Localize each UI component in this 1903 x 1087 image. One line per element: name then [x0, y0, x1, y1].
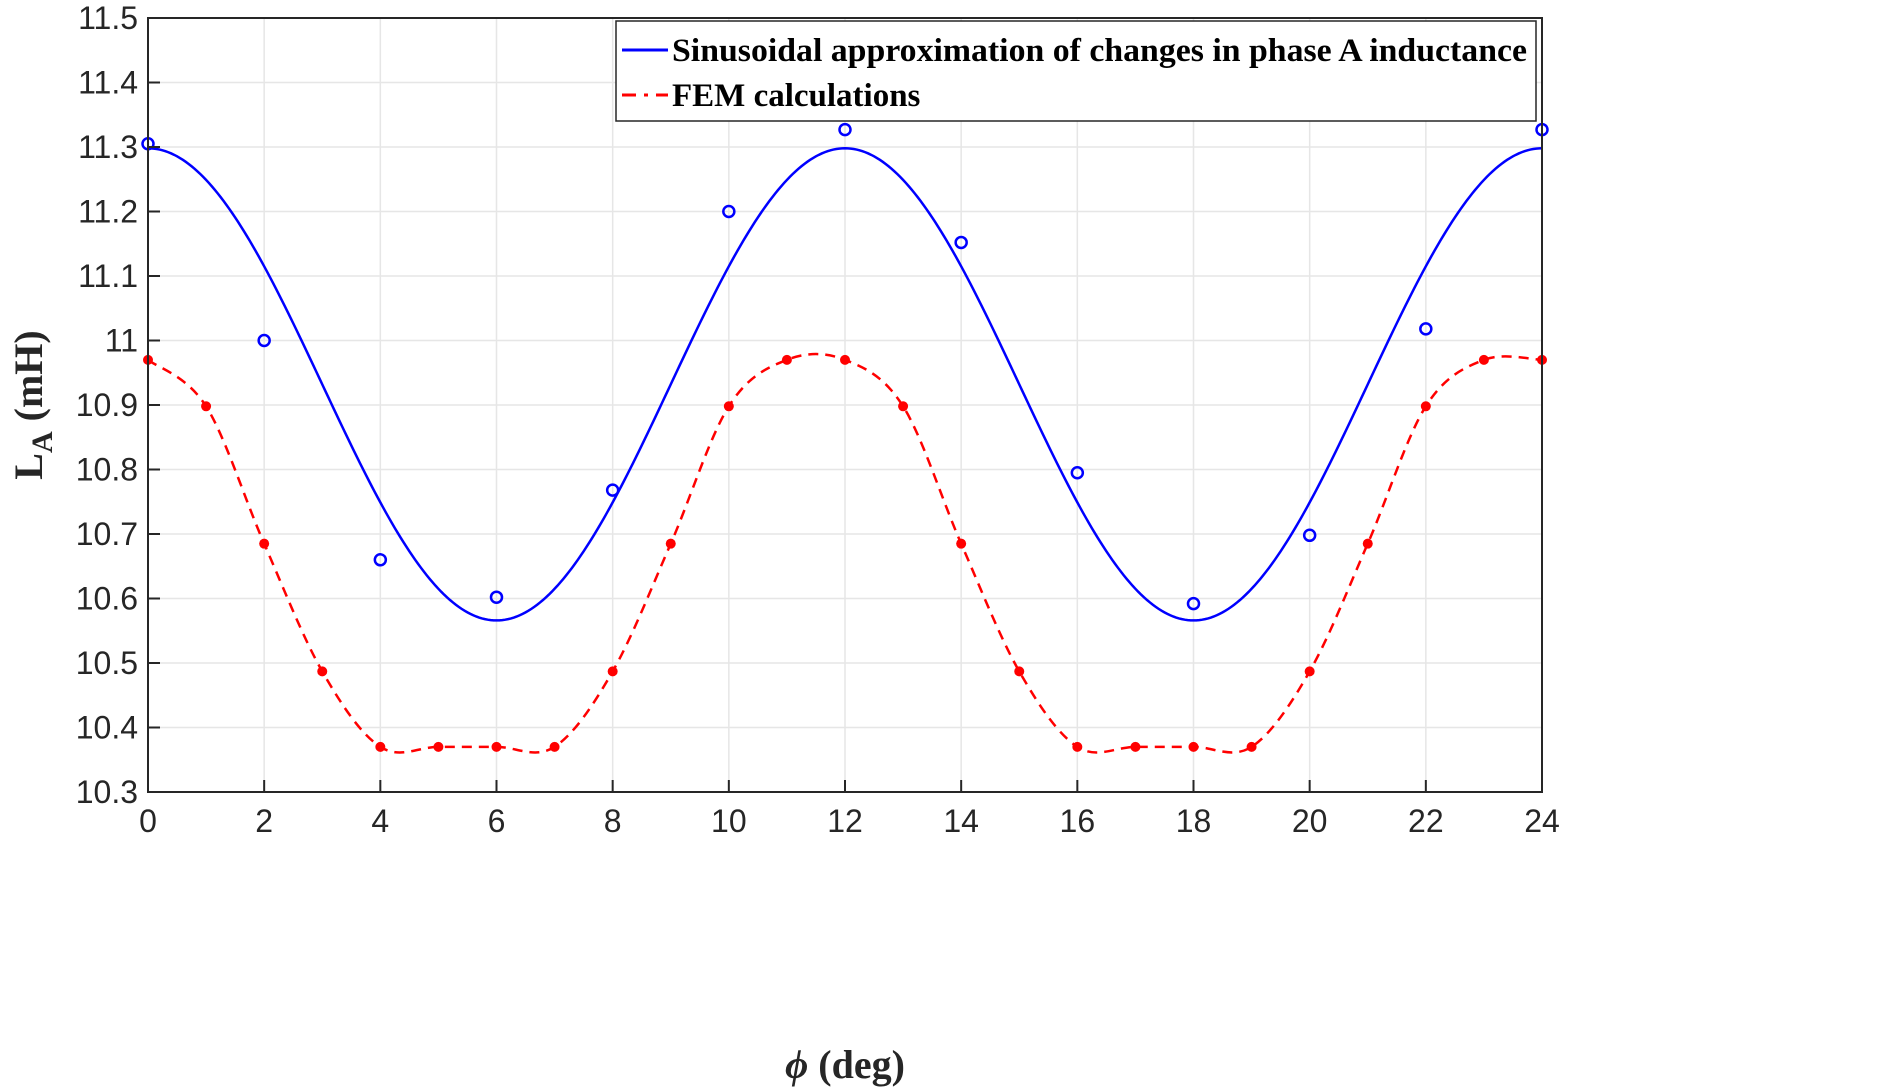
sinusoidal-marker	[838, 122, 852, 137]
y-tick-label: 10.9	[76, 387, 138, 423]
fem-marker	[665, 538, 676, 549]
x-tick-label: 0	[139, 803, 157, 839]
y-tick-label: 10.3	[76, 774, 138, 810]
y-axis-unit: (mH)	[6, 330, 51, 431]
fem-marker	[433, 741, 444, 752]
fem-marker	[1478, 354, 1489, 365]
y-tick-label: 11.5	[78, 0, 138, 36]
y-tick-label: 10.6	[76, 581, 138, 617]
y-tick-label: 10.8	[76, 452, 138, 488]
fem-marker	[1304, 666, 1315, 677]
sinusoidal-marker	[489, 590, 504, 604]
fem-marker	[1246, 741, 1257, 752]
legend-label-fem: FEM calculations	[672, 78, 921, 114]
y-tick-label: 11.1	[78, 258, 138, 294]
y-axis-subscript: A	[26, 431, 59, 453]
fem-marker	[259, 538, 270, 549]
sinusoidal-marker	[605, 483, 620, 497]
fem-marker	[201, 401, 212, 412]
x-tick-label: 2	[255, 803, 273, 839]
x-tick-label: 16	[1060, 803, 1096, 839]
sinusoidal-marker	[1302, 528, 1317, 543]
fem-marker	[956, 538, 967, 549]
fem-marker	[1130, 741, 1141, 752]
x-tick-label: 20	[1292, 803, 1328, 839]
x-tick-label: 12	[827, 803, 863, 839]
sinusoidal-marker	[1070, 465, 1085, 480]
legend: Sinusoidal approximation of changes in p…	[615, 20, 1537, 122]
legend-label-sinusoidal: Sinusoidal approximation of changes in p…	[672, 33, 1527, 69]
fem-marker	[840, 354, 850, 365]
x-axis-unit: (deg)	[808, 1042, 905, 1087]
fem-marker	[375, 741, 386, 752]
sinusoidal-marker	[722, 204, 736, 219]
x-axis-ticks: 0 2 4 6 8 10 12 14 16 18 20 22 24	[139, 780, 1560, 839]
y-tick-label: 11.2	[78, 194, 138, 230]
sinusoidal-marker	[1186, 596, 1201, 611]
sinusoidal-marker	[373, 553, 388, 567]
fem-marker	[317, 666, 328, 677]
y-axis-symbol: L	[6, 453, 51, 480]
fem-marker	[1420, 401, 1431, 412]
sinusoidal-curve	[147, 147, 1543, 622]
fem-marker	[491, 741, 502, 752]
x-tick-label: 18	[1176, 803, 1212, 839]
fem-marker	[723, 401, 734, 412]
fem-marker	[1362, 538, 1373, 549]
legend-box	[615, 20, 1537, 122]
y-tick-label: 11.4	[78, 65, 138, 101]
x-tick-label: 4	[371, 803, 389, 839]
x-tick-label: 14	[943, 803, 979, 839]
y-tick-label: 11.3	[78, 129, 138, 165]
fem-marker	[1014, 666, 1025, 677]
fem-marker	[1188, 741, 1199, 752]
x-tick-label: 10	[711, 803, 747, 839]
fem-marker	[549, 741, 560, 752]
y-tick-label: 10.7	[76, 516, 138, 552]
sinusoidal-marker	[257, 333, 271, 348]
x-tick-label: 6	[488, 803, 506, 839]
x-tick-label: 22	[1408, 803, 1444, 839]
y-tick-label: 10.4	[76, 710, 138, 746]
y-tick-label: 11	[105, 323, 138, 359]
x-tick-label: 24	[1524, 803, 1560, 839]
x-axis-symbol: ϕ	[785, 1042, 808, 1087]
sinusoidal-marker	[1419, 322, 1433, 336]
sinusoidal-marker	[954, 235, 968, 250]
fem-marker	[898, 401, 909, 412]
fem-marker	[781, 354, 792, 365]
fem-marker	[607, 666, 618, 677]
x-axis-title: ϕ (deg)	[785, 1042, 905, 1087]
y-tick-label: 10.5	[76, 645, 138, 681]
fem-marker	[1072, 741, 1083, 752]
x-tick-label: 8	[604, 803, 622, 839]
series-layer	[141, 122, 1549, 754]
y-axis-title: LA (mH)	[6, 330, 59, 479]
y-axis-ticks: 10.3 10.4 10.5 10.6 10.7 10.8 10.9 11 11.1 11.2 11…	[76, 0, 160, 810]
